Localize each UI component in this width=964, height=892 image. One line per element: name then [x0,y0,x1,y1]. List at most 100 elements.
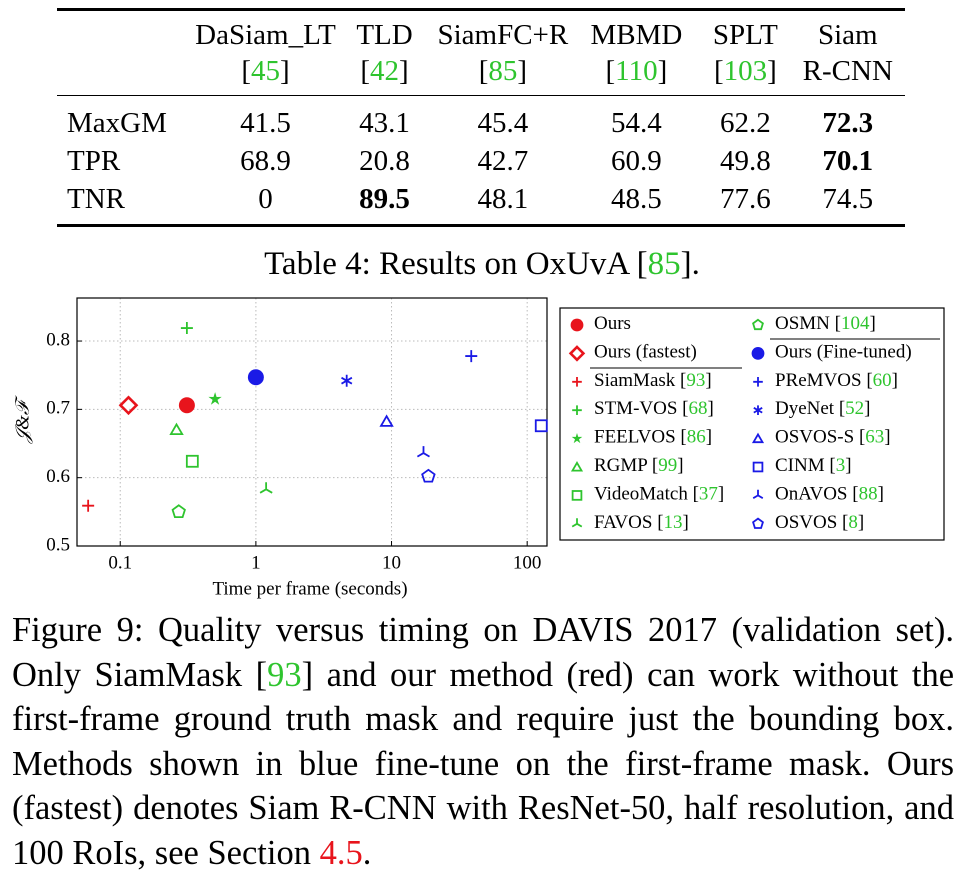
legend-label: Ours [594,313,631,334]
reference: 37 [699,484,718,505]
table-caption: Table 4: Results on OxUvA [85]. [0,246,964,283]
cell: 62.2 [720,107,771,139]
legend-marker [751,347,765,360]
data-point [534,419,548,433]
x-tick-label: 10 [382,552,401,573]
y-tick-label: 0.8 [46,329,70,350]
data-point [178,397,195,414]
legend-marker [572,377,582,387]
reference: 68 [688,399,707,420]
legend-label: OSVOS-S [63] [775,427,891,448]
text-run: DyeNet [ [775,399,845,420]
text-run: R-CNN [802,55,893,87]
text-run: SiamFC+R [437,19,569,51]
table-row: MaxGM 41.5 43.1 45.4 54.4 62.2 72.3 [57,96,905,143]
reference: 13 [664,512,683,533]
text-run: RGMP [ [594,455,658,476]
plot-frame [76,297,548,547]
y-axis-label: 𝒥&ℱ [12,395,33,444]
legend-label: SiamMask [93] [594,370,712,391]
legend-marker [752,318,764,331]
y-tick-label: 0.5 [46,534,70,555]
legend-label: OSVOS [8] [775,512,864,533]
legend-label: Ours (fastest) [594,342,697,363]
legend-marker [572,405,582,415]
text-run: [ [241,55,251,87]
cell: 0 [258,183,273,215]
header-cell: TLD [42] [335,9,434,96]
data-point [208,392,222,405]
reference: 52 [845,399,864,420]
header-line: SiamFC+R [433,17,572,53]
text-run: ] [767,55,777,87]
legend-marker [752,489,764,499]
cell: 74.5 [822,183,874,215]
legend-label: OSMN [104] [775,313,876,334]
legend-marker [753,405,763,415]
table-header: DaSiam_LT [45] TLD [42] SiamFC+R [85] MBMD [110… [57,9,905,96]
text-run: FEELVOS [ [594,427,687,448]
text-run: ] and our method (red) can work without … [12,655,955,872]
table-row: TNR 0 89.5 48.1 48.5 77.6 74.5 [57,180,905,226]
text-run: [ [478,55,489,87]
text-run: OnAVOS [ [775,484,859,505]
header-cell: DaSiam_LT [45] [195,9,336,96]
legend-marker [570,460,584,472]
text-run: [ [360,55,370,87]
text-run: Ours (Fine-tuned) [775,342,912,363]
text-run: OSVOS [ [775,512,848,533]
data-point [180,322,193,335]
header-line: [103] [700,53,790,89]
text-run: ] [399,55,409,87]
header-cell: SiamFC+R [85] [433,9,573,96]
reference: 85 [647,246,681,282]
text-run: . [362,833,372,872]
legend-marker [568,345,586,362]
text-run: Figure 9: Quality versus timing on DAVIS… [12,611,954,694]
reference: 45 [250,55,280,87]
text-run: ] [869,313,875,334]
text-run: OSMN [ [775,313,841,334]
cell: 48.1 [477,183,529,215]
legend-label: FAVOS [13] [594,512,689,533]
header-line: MBMD [573,17,701,53]
header-line: [45] [195,53,336,89]
text-run: ] [707,399,713,420]
data-point [259,482,273,494]
x-tick-label: 100 [513,552,542,573]
chart: Time per frame (seconds) 𝒥&ℱ 0.5 0.6 0.7 0.… [12,297,945,599]
text-run: ] [279,55,290,87]
cell: 20.8 [359,145,410,177]
cell: 45.4 [477,107,529,139]
reference: 4.5 [319,833,363,872]
cell: 41.5 [240,107,291,139]
text-run: SPLT [712,19,778,51]
cell: 70.1 [822,145,874,177]
reference: 60 [873,370,892,391]
legend-marker [753,377,763,387]
figure-caption: Figure 9: Quality versus timing on DAVIS… [12,608,954,875]
table-row: TPR 68.9 20.8 42.7 60.9 49.8 70.1 [57,142,905,180]
text-run: [ [713,55,724,87]
legend-label: RGMP [99] [594,455,684,476]
reference: 103 [723,55,768,87]
reference: 93 [267,655,302,694]
header-line: [85] [433,53,572,89]
x-tick-label: 0.1 [108,552,132,573]
legend-label: FEELVOS [86] [594,427,712,448]
text-run: ] [517,55,528,87]
legend-marker [571,518,583,528]
reference: 104 [841,313,870,334]
text-run: ] [884,427,890,448]
cell: 60.9 [611,145,662,177]
cell: 48.5 [611,183,662,215]
data-point [185,454,199,468]
cell: 49.8 [720,145,771,177]
data-point [416,446,430,458]
data-point [341,374,353,387]
text-run: OSVOS-S [ [775,427,865,448]
text-run: ] [705,370,711,391]
data-point [421,468,436,483]
text-run: Siam [817,19,878,51]
